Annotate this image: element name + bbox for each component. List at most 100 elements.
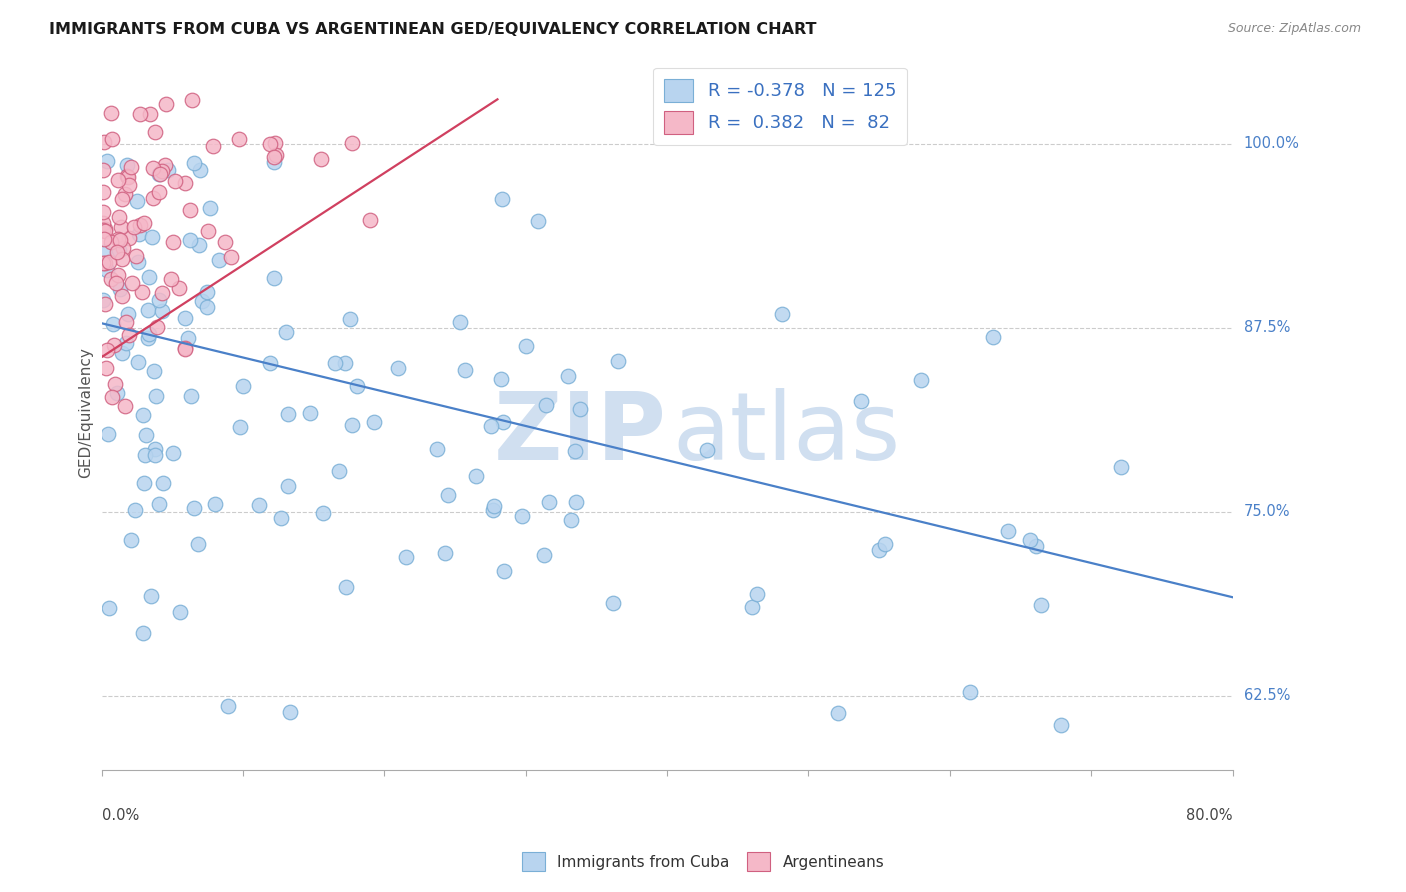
Point <box>997 524 1019 539</box>
Point <box>232 378 254 392</box>
Point <box>143 442 166 456</box>
Point <box>134 216 156 230</box>
Point <box>143 364 166 378</box>
Point <box>179 203 201 218</box>
Point <box>148 293 170 308</box>
Point <box>277 479 299 493</box>
Point <box>176 331 198 345</box>
Point <box>118 327 141 342</box>
Point <box>482 503 505 517</box>
Point <box>105 386 128 401</box>
Point <box>105 245 128 260</box>
Point <box>91 205 114 219</box>
Point <box>129 219 152 233</box>
Point <box>174 341 197 355</box>
Point <box>93 245 115 260</box>
Point <box>94 224 117 238</box>
Point <box>606 353 628 368</box>
Point <box>132 625 155 640</box>
Point <box>125 194 148 208</box>
Text: ZIP: ZIP <box>495 388 666 480</box>
Point <box>169 606 191 620</box>
Point <box>138 327 160 342</box>
Point <box>91 185 114 199</box>
Point <box>117 307 139 321</box>
Point <box>146 320 169 334</box>
Point <box>121 276 143 290</box>
Point <box>97 427 120 442</box>
Point <box>197 224 219 238</box>
Point <box>120 160 142 174</box>
Point <box>270 511 292 525</box>
Point <box>108 243 131 257</box>
Point <box>449 315 471 329</box>
Point <box>208 253 231 268</box>
Point <box>492 415 515 429</box>
Point <box>100 132 122 146</box>
Text: 80.0%: 80.0% <box>1187 808 1233 823</box>
Point <box>560 513 582 527</box>
Point <box>110 282 132 296</box>
Text: 75.0%: 75.0% <box>1244 504 1291 519</box>
Point <box>395 550 418 565</box>
Point <box>363 415 385 429</box>
Point <box>491 372 513 386</box>
Point <box>180 389 202 403</box>
Point <box>155 97 177 112</box>
Point <box>557 369 579 384</box>
Point <box>107 232 129 246</box>
Point <box>534 399 557 413</box>
Point <box>93 232 115 246</box>
Point <box>263 270 285 285</box>
Point <box>131 285 153 299</box>
Point <box>91 293 114 307</box>
Point <box>117 230 139 244</box>
Point <box>851 394 873 409</box>
Point <box>339 312 361 326</box>
Point <box>484 499 506 513</box>
Point <box>122 219 145 234</box>
Point <box>150 286 173 301</box>
Point <box>100 106 122 120</box>
Point <box>132 408 155 422</box>
Point <box>512 509 534 524</box>
Text: 0.0%: 0.0% <box>101 808 139 823</box>
Point <box>101 318 124 332</box>
Point <box>187 537 209 551</box>
Point <box>96 262 118 277</box>
Point <box>107 173 129 187</box>
Point <box>115 158 138 172</box>
Point <box>108 234 131 248</box>
Point <box>564 495 586 509</box>
Point <box>104 276 127 290</box>
Point <box>190 294 212 309</box>
Point <box>155 158 177 172</box>
Point <box>91 162 114 177</box>
Point <box>515 339 537 353</box>
Point <box>328 464 350 478</box>
Text: 87.5%: 87.5% <box>1244 320 1291 335</box>
Point <box>433 546 456 560</box>
Point <box>128 106 150 120</box>
Point <box>195 285 218 299</box>
Point <box>110 219 132 234</box>
Point <box>125 249 148 263</box>
Point <box>217 698 239 713</box>
Point <box>149 167 172 181</box>
Point <box>873 537 896 551</box>
Point <box>143 125 166 139</box>
Point <box>827 706 849 720</box>
Point <box>127 255 149 269</box>
Point <box>481 418 503 433</box>
Point <box>111 193 134 207</box>
Point <box>91 216 114 230</box>
Point <box>152 476 174 491</box>
Point <box>263 154 285 169</box>
Point <box>127 354 149 368</box>
Point <box>333 356 356 370</box>
Point <box>150 163 173 178</box>
Point <box>115 336 138 351</box>
Point <box>114 186 136 201</box>
Point <box>770 307 793 321</box>
Point <box>264 147 287 161</box>
